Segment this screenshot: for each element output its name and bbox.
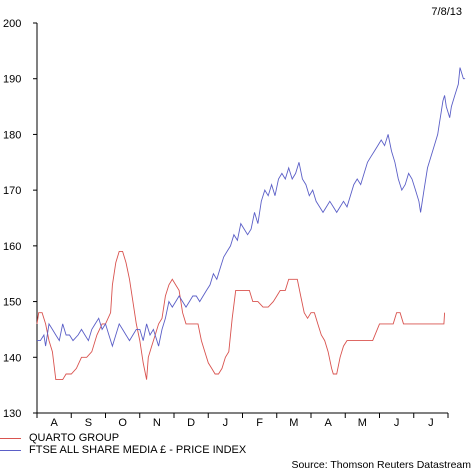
x-tick-label: J bbox=[223, 417, 229, 429]
y-tick-label: 190 bbox=[3, 74, 21, 86]
x-tick-label: N bbox=[153, 417, 161, 429]
legend-swatch-ftse bbox=[0, 449, 21, 451]
y-tick-label: 180 bbox=[3, 129, 21, 141]
x-tick-label: O bbox=[118, 417, 127, 429]
source-note: Source: Thomson Reuters Datastream bbox=[291, 459, 471, 471]
y-tick-label: 200 bbox=[3, 18, 21, 30]
y-tick-label: 140 bbox=[3, 352, 21, 364]
y-tick-label: 160 bbox=[3, 241, 21, 253]
legend-item-quarto: QUARTO GROUP bbox=[0, 432, 119, 444]
x-tick-label: M bbox=[289, 417, 298, 429]
x-tick-label: A bbox=[50, 417, 58, 429]
x-tick-label: M bbox=[358, 417, 367, 429]
legend-label-ftse: FTSE ALL SHARE MEDIA £ - PRICE INDEX bbox=[29, 444, 247, 456]
legend-swatch-quarto bbox=[0, 437, 21, 439]
x-tick-label: J bbox=[428, 417, 434, 429]
series-line-quarto bbox=[36, 250, 446, 381]
series-line-ftse bbox=[37, 67, 466, 348]
legend-label-quarto: QUARTO GROUP bbox=[29, 432, 120, 444]
chart-axes: 130 140 150 160 170 180 190 200 A S O N D J F M A M J J bbox=[3, 18, 449, 429]
y-tick-label: 130 bbox=[3, 408, 21, 420]
chart-date: 7/8/13 bbox=[431, 6, 462, 18]
chart-series bbox=[36, 67, 466, 381]
x-tick-label: J bbox=[394, 417, 400, 429]
x-tick-label: S bbox=[85, 417, 92, 429]
legend-item-ftse: FTSE ALL SHARE MEDIA £ - PRICE INDEX bbox=[0, 444, 246, 456]
x-tick-label: F bbox=[256, 417, 263, 429]
x-tick-label: D bbox=[187, 417, 195, 429]
y-tick-label: 170 bbox=[3, 185, 21, 197]
y-tick-label: 150 bbox=[3, 297, 21, 309]
x-tick-label: A bbox=[324, 417, 332, 429]
